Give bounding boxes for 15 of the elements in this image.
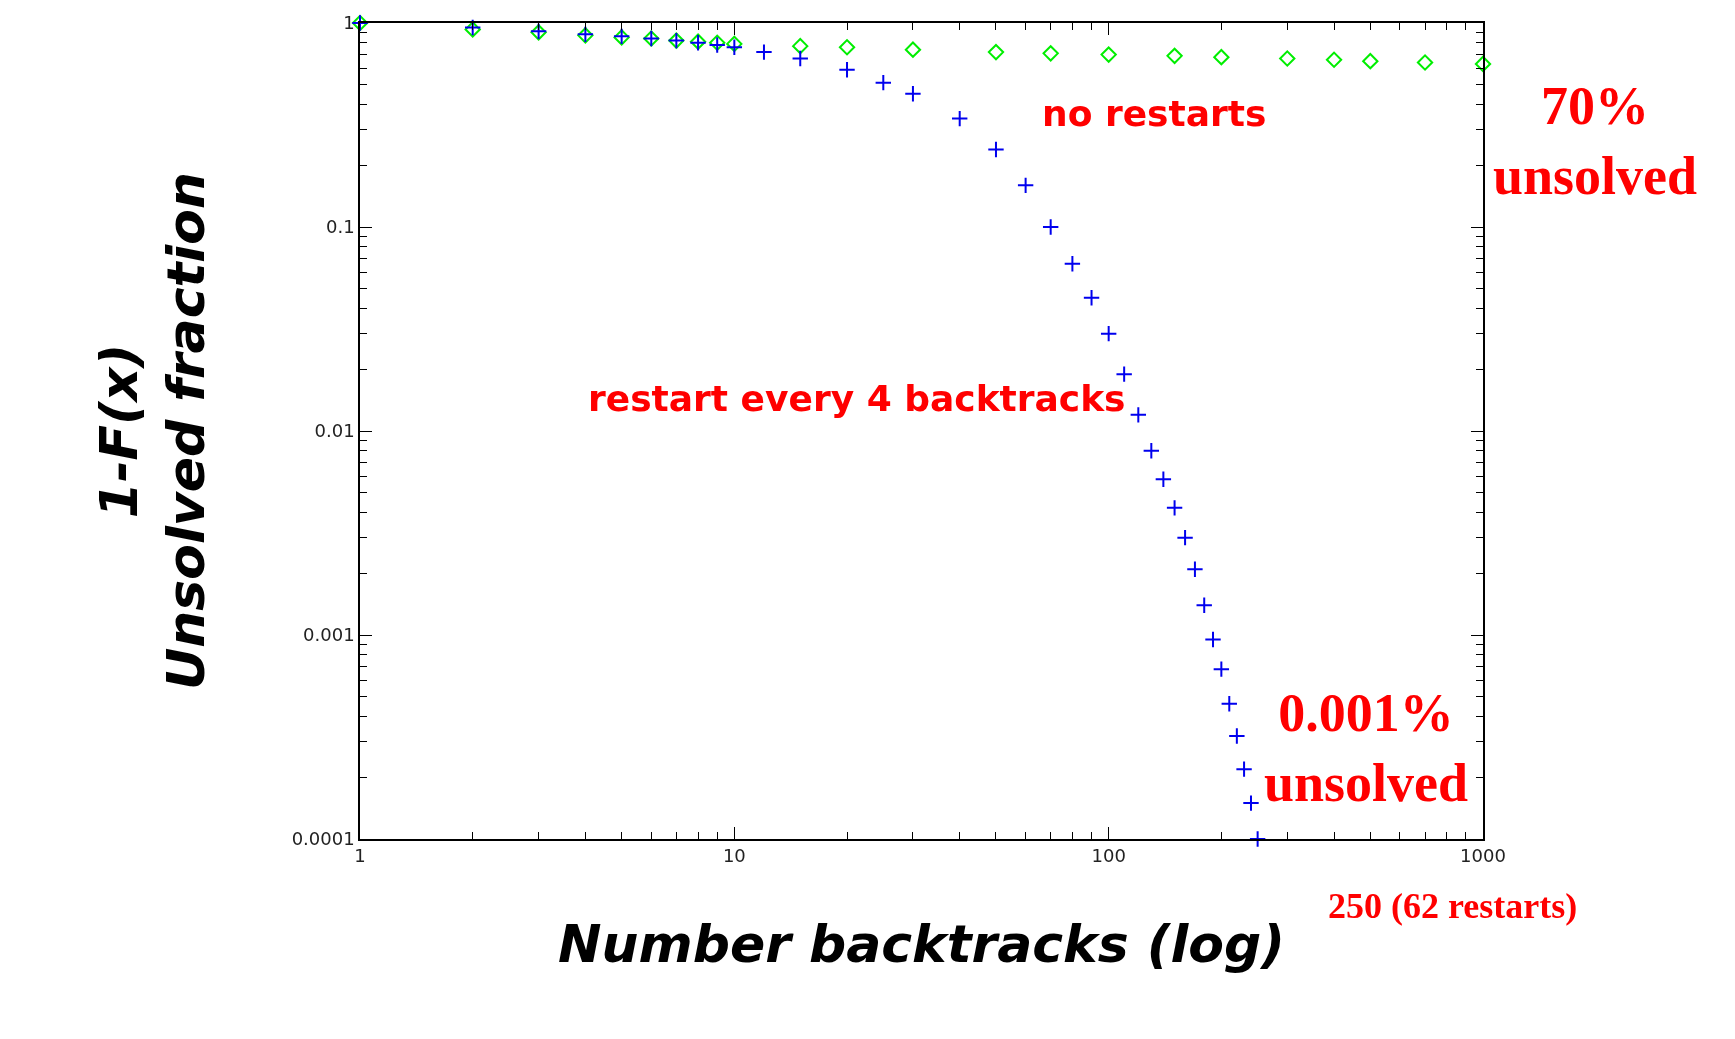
x-tick-label: 10	[722, 845, 746, 867]
y-tick-label: 0.0001	[291, 828, 355, 850]
text: 250 (62 restarts)	[1328, 886, 1578, 926]
y-tick-label: 1	[343, 12, 355, 34]
text: 70% unsolved	[1493, 76, 1698, 207]
x-axis-title: Number backtracks (log)	[557, 913, 1286, 974]
y-tick-label: 0.1	[326, 216, 355, 238]
annotation: restart every 4 backtracks	[588, 378, 1126, 419]
y-axis-title: 1-F(x) Unsolved fraction	[88, 172, 217, 690]
y-tick-label: 0.01	[314, 420, 355, 442]
annotation: no restarts	[1042, 93, 1267, 134]
y-tick-label: 0.001	[303, 624, 355, 646]
annotation: 0.001% unsolved	[1264, 683, 1469, 814]
x-tick-label: 100	[1091, 845, 1126, 867]
x-tick-label: 1000	[1460, 845, 1506, 867]
